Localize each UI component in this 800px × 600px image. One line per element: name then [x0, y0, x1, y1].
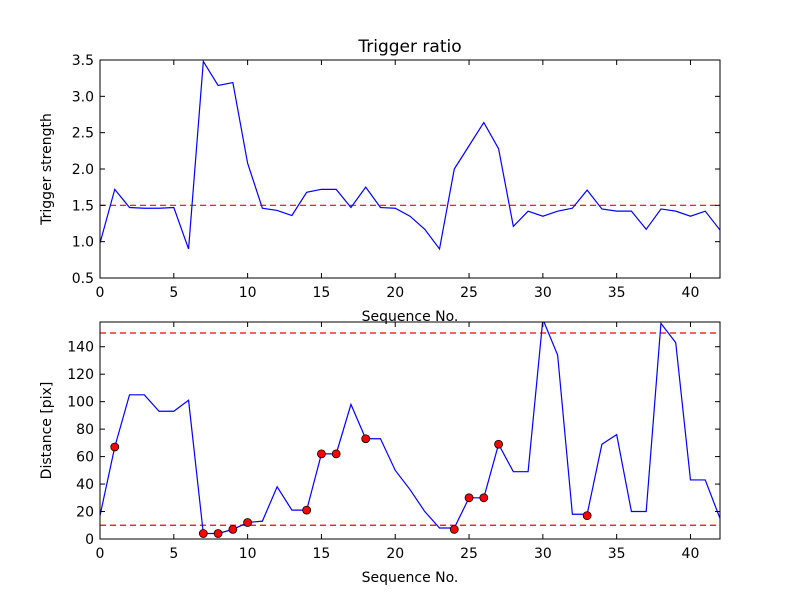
y-tick-label: 1.0	[72, 235, 94, 251]
series-line	[100, 322, 720, 535]
y-tick-label: 120	[67, 367, 94, 383]
x-tick-label: 10	[239, 546, 257, 562]
data-marker	[582, 511, 592, 521]
y-tick-label: 1.5	[72, 198, 94, 214]
data-marker	[449, 524, 459, 534]
x-tick-label: 40	[682, 546, 700, 562]
y-tick-label: 20	[76, 505, 94, 521]
x-tick-label: 20	[386, 546, 404, 562]
data-marker	[198, 529, 208, 538]
x-tick-label: 0	[96, 546, 105, 562]
y-tick-label: 0	[85, 532, 94, 548]
data-marker	[302, 505, 312, 515]
axes-frame	[99, 59, 721, 279]
data-marker	[228, 524, 238, 534]
x-tick-label: 5	[169, 285, 178, 301]
y-axis-label: Distance [pix]	[39, 382, 55, 480]
x-tick-label: 35	[608, 285, 626, 301]
y-axis-label: Trigger strength	[39, 113, 55, 226]
x-tick-label: 30	[534, 285, 552, 301]
x-tick-label: 40	[682, 285, 700, 301]
chart-1: Trigger ratio 0 5 10 15 20 25 30 35 40 0.5 1.0 1.5 2.…	[39, 37, 721, 325]
data-marker	[213, 529, 223, 538]
data-marker	[494, 439, 503, 449]
chart-2: 0 5 10 15 20 25 30 35 40 0 20 40 60 80 100 120 140 Sequen…	[39, 321, 721, 586]
y-tick-label: 0.5	[72, 271, 94, 287]
x-tick-label: 10	[239, 285, 257, 301]
y-tick-label: 2.5	[72, 126, 94, 142]
y-tick-label: 2.0	[72, 162, 94, 178]
data-marker	[317, 449, 326, 459]
y-tick-label: 140	[67, 340, 94, 356]
data-marker	[331, 449, 341, 459]
y-tick-label: 3.5	[72, 53, 94, 69]
y-tick-label: 100	[67, 395, 94, 411]
x-tick-label: 15	[313, 285, 331, 301]
data-marker	[464, 493, 474, 503]
chart-title: Trigger ratio	[357, 37, 461, 57]
axes-frame	[99, 321, 721, 540]
x-axis-label: Sequence No.	[362, 309, 459, 325]
data-marker	[361, 434, 371, 444]
x-tick-label: 20	[386, 285, 404, 301]
x-tick-label: 25	[460, 546, 478, 562]
data-marker	[243, 518, 253, 527]
data-marker	[110, 442, 120, 452]
y-tick-label: 80	[76, 422, 94, 438]
x-tick-label: 5	[169, 546, 178, 562]
x-tick-label: 25	[460, 285, 478, 301]
data-marker	[479, 493, 489, 503]
x-tick-label: 35	[608, 546, 626, 562]
y-tick-label: 40	[76, 477, 94, 493]
x-tick-label: 30	[534, 546, 552, 562]
x-tick-label: 0	[96, 285, 105, 301]
y-tick-label: 60	[76, 450, 94, 466]
y-tick-label: 3.0	[72, 89, 94, 105]
x-tick-label: 15	[313, 546, 331, 562]
x-axis-label: Sequence No.	[362, 570, 459, 586]
series-line	[100, 60, 720, 251]
